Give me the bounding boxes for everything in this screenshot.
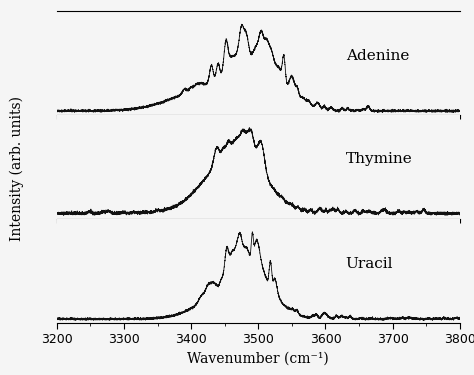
Text: Uracil: Uracil (346, 257, 393, 271)
Text: Thymine: Thymine (346, 152, 412, 166)
Text: Intensity (arb. units): Intensity (arb. units) (9, 96, 24, 241)
Text: Adenine: Adenine (346, 49, 409, 63)
X-axis label: Wavenumber (cm⁻¹): Wavenumber (cm⁻¹) (187, 351, 329, 366)
